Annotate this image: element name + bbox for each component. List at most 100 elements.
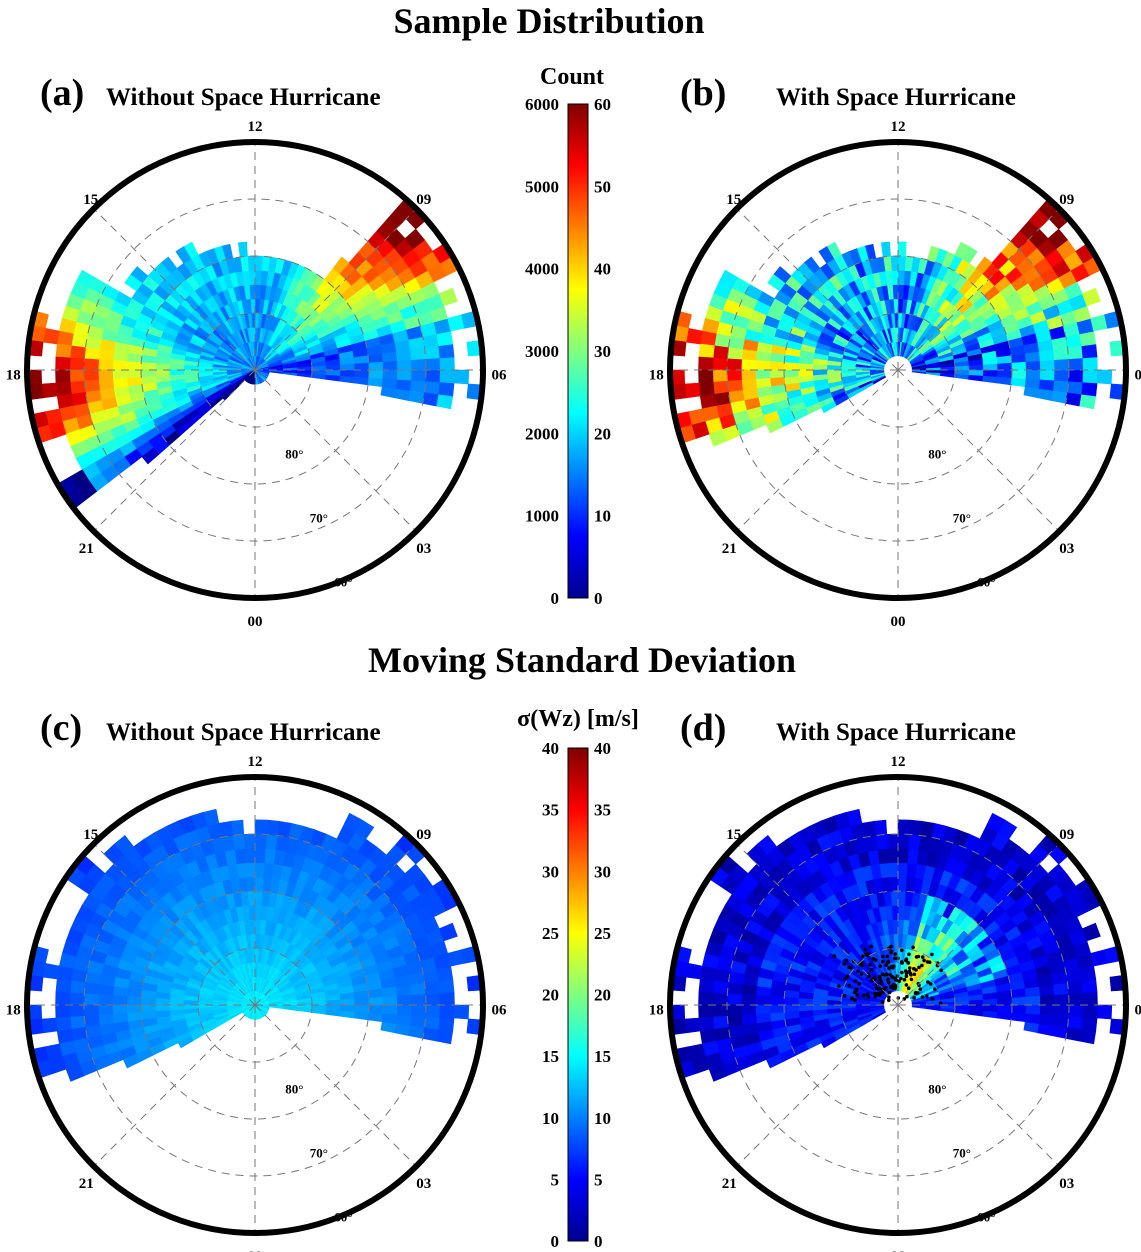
scatter-point	[859, 972, 864, 976]
scatter-point	[874, 986, 879, 991]
colorbar-left-tick: 40	[542, 739, 559, 758]
scatter-point	[894, 978, 898, 982]
colorbar-right-tick: 0	[594, 1232, 603, 1251]
heatmap-cell	[908, 819, 923, 836]
heatmap-cell	[411, 358, 427, 371]
heatmap-cell	[1079, 393, 1097, 410]
heatmap-cell	[1024, 378, 1041, 389]
mlt-label: 00	[248, 614, 263, 630]
heatmap-cell	[1068, 369, 1084, 383]
panel-label: (d)	[680, 707, 726, 749]
colorbar-left-tick: 2000	[525, 424, 559, 443]
mlt-label: 18	[6, 368, 21, 384]
heatmap-cell	[264, 834, 278, 850]
heatmap-cell	[1039, 994, 1056, 1006]
scatter-point	[906, 986, 911, 990]
scatter-point	[865, 992, 870, 996]
colorbar-left-tick: 35	[542, 801, 559, 820]
heatmap-cell	[353, 1011, 370, 1021]
heatmap-cell	[769, 352, 786, 363]
mlt-label: 03	[416, 541, 431, 557]
colorbar-right-tick: 25	[594, 924, 611, 943]
heatmap-cell	[382, 995, 398, 1006]
mlt-label: 18	[6, 1003, 21, 1019]
panel-title: With Space Hurricane	[776, 719, 1016, 746]
heatmap-cell	[42, 327, 60, 345]
heatmap-cell	[982, 369, 999, 377]
scatter-point	[844, 958, 849, 963]
heatmap-cell	[263, 862, 274, 879]
scatter-point	[930, 952, 934, 957]
heatmap-cell	[244, 847, 256, 864]
colorbar-title: σ(Wz) [m/s]	[517, 706, 639, 732]
scatter-point	[887, 990, 892, 995]
heatmap-cell	[254, 269, 262, 286]
colorbar-left-tick: 0	[551, 1232, 560, 1251]
scatter-point	[939, 968, 943, 973]
heatmap-cell	[424, 345, 441, 360]
heatmap-cell	[940, 1004, 956, 1010]
mlt-label: 21	[79, 1176, 94, 1192]
heatmap-cell	[1039, 1004, 1056, 1016]
scatter-point	[900, 970, 904, 975]
heatmap-cell	[297, 369, 313, 375]
scatter-point	[868, 962, 872, 967]
scatter-point	[928, 982, 933, 986]
heatmap-cell	[367, 1012, 384, 1023]
colorbar-2: σ(Wz) [m/s] 0 5 10 15 20 25 30 35 40 0 5 10 15 20 25 30 3…	[517, 706, 639, 1251]
heatmap-cell	[436, 393, 454, 410]
heatmap-cell	[741, 349, 758, 362]
heatmap-cell	[368, 369, 384, 379]
heatmap-cell	[919, 820, 935, 838]
mlt-line	[93, 369, 256, 532]
mlt-label: 12	[248, 754, 263, 770]
heatmap-cell	[699, 965, 717, 982]
mlt-label: 06	[492, 368, 508, 384]
mlt-label: 12	[891, 119, 906, 135]
heatmap-cell	[265, 819, 280, 836]
heatmap-cell	[422, 1026, 440, 1042]
heatmap-cell	[897, 269, 905, 286]
heatmap-cell	[411, 369, 427, 382]
panel-c: (c) Without Space Hurricane 12 15 09 18 06 21 03…	[6, 707, 507, 1252]
heatmap-cell	[1068, 357, 1084, 371]
heatmap-cell	[55, 369, 71, 384]
heatmap-cell	[740, 359, 757, 371]
heatmap-cell	[112, 360, 128, 371]
heatmap-cell	[897, 933, 904, 949]
heatmap-cell	[112, 1004, 128, 1015]
colorbar-left-tick: 1000	[525, 507, 559, 526]
heatmap-cell	[381, 1013, 398, 1024]
heatmap-cell	[84, 982, 100, 996]
heatmap-cell	[353, 376, 370, 386]
scatter-point	[842, 962, 847, 966]
mlt-label: 06	[492, 1003, 508, 1019]
colorbar-right-tick: 60	[594, 95, 611, 114]
heatmap-cell	[685, 962, 703, 980]
heatmap-cell	[897, 819, 911, 835]
heatmap-cell	[712, 1004, 728, 1018]
heatmap-cell	[262, 876, 273, 893]
heatmap-cell	[797, 998, 814, 1006]
heatmap-cells	[26, 198, 483, 510]
heatmap-cell	[1038, 1013, 1055, 1026]
heatmap-cell	[698, 369, 714, 384]
heatmap-cell	[897, 312, 903, 328]
scatter-point	[877, 993, 881, 997]
heatmap-cell	[396, 369, 413, 381]
heatmap-cell	[425, 357, 441, 371]
heatmap-cell	[1082, 1004, 1098, 1019]
scatter-point	[863, 947, 868, 952]
heatmap-cell	[968, 369, 984, 376]
scatter-point	[855, 987, 859, 992]
scatter-point	[892, 982, 896, 987]
scatter-point	[893, 952, 897, 956]
latitude-label: 80°	[285, 1082, 303, 1097]
latitude-label: 60°	[334, 1209, 352, 1224]
heatmap-cell	[42, 962, 60, 980]
heatmap-cell	[897, 847, 909, 864]
scatter-point	[904, 983, 909, 987]
colorbar-right-tick: 10	[594, 507, 611, 526]
colorbar-left-tick: 4000	[525, 260, 559, 279]
heatmap-cell	[997, 1004, 1013, 1013]
